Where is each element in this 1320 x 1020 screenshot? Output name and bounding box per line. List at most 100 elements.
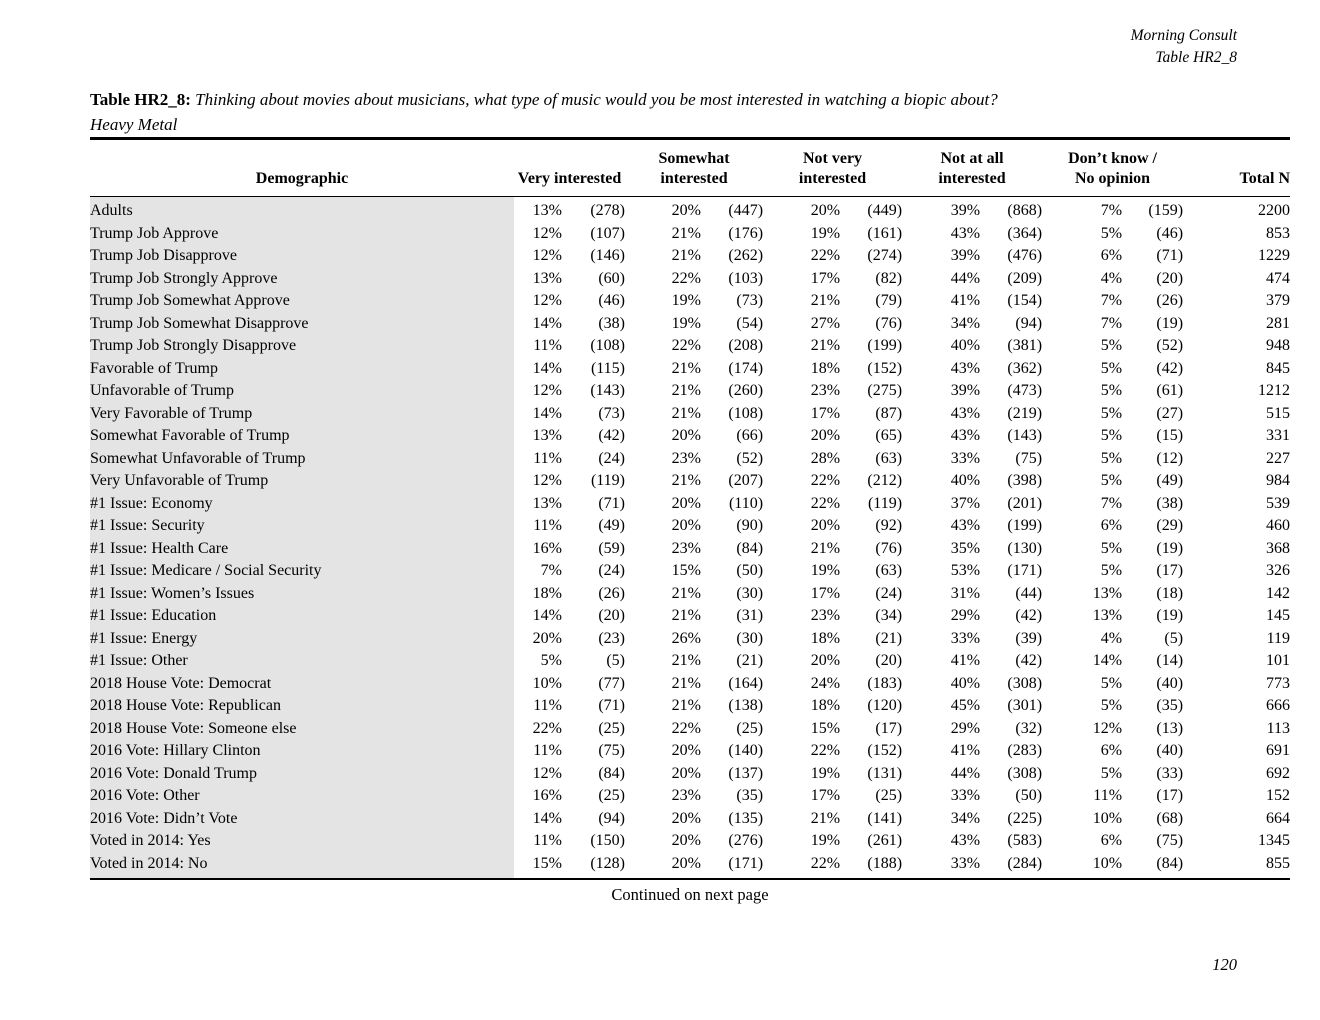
count-cell: (40) xyxy=(1156,674,1184,692)
percent-cell: 5% xyxy=(1100,224,1123,242)
table-header-row: Demographic Very interested Somewhat int… xyxy=(90,138,1291,197)
count-cell: (19) xyxy=(1156,539,1184,557)
count-cell: (275) xyxy=(867,382,903,399)
total-n-cell: 142 xyxy=(1266,584,1291,602)
count-cell: (174) xyxy=(728,359,764,377)
total-n-cell: 331 xyxy=(1266,427,1291,444)
total-n-cell: 101 xyxy=(1266,652,1291,669)
table-row: Adults 13% (278) 20% (447) 20% (449) 39% (868) 7%… xyxy=(90,196,1290,223)
count-cell: (176) xyxy=(728,224,764,242)
count-cell: (35) xyxy=(736,787,764,804)
percent-cell: 20% xyxy=(671,854,701,872)
percent-cell: 22% xyxy=(810,494,841,512)
count-cell: (5) xyxy=(606,652,625,669)
count-cell: (42) xyxy=(1156,359,1184,377)
percent-cell: 11% xyxy=(533,832,562,849)
running-header: Morning Consult Table HR2_8 xyxy=(1131,25,1237,69)
percent-cell: 44% xyxy=(950,269,981,287)
count-cell: (301) xyxy=(1007,697,1043,714)
percent-cell: 5% xyxy=(540,652,562,669)
percent-cell: 20% xyxy=(671,427,701,444)
table-row: 2018 House Vote: Someone else 22% (25) 22% (… xyxy=(90,717,1291,740)
table-row: Trump Job Strongly Disapprove 11% (108) 22%… xyxy=(90,335,1290,358)
percent-cell: 10% xyxy=(1092,854,1123,872)
percent-cell: 22% xyxy=(810,854,841,872)
table-title-label: Table HR2_8: xyxy=(90,90,191,109)
count-cell: (473) xyxy=(1007,382,1043,399)
percent-cell: 12% xyxy=(532,764,562,782)
count-cell: (94) xyxy=(598,809,625,827)
percent-cell: 13% xyxy=(532,202,562,219)
total-n-cell: 984 xyxy=(1266,472,1291,489)
percent-cell: 21% xyxy=(671,472,701,489)
count-cell: (199) xyxy=(867,337,903,354)
column-header-not-at-all-interested: Not at all interested xyxy=(902,138,1043,197)
count-cell: (20) xyxy=(1156,269,1184,287)
percent-cell: 5% xyxy=(1100,472,1123,489)
count-cell: (274) xyxy=(867,247,903,264)
total-n-cell: 326 xyxy=(1266,562,1291,579)
count-cell: (50) xyxy=(736,562,764,579)
count-cell: (141) xyxy=(867,809,903,827)
percent-cell: 5% xyxy=(1100,337,1123,354)
percent-cell: 21% xyxy=(671,674,701,692)
percent-cell: 45% xyxy=(950,697,981,714)
continued-note: Continued on next page xyxy=(611,885,769,904)
count-cell: (17) xyxy=(1156,787,1184,804)
percent-cell: 5% xyxy=(1100,764,1123,782)
percent-cell: 10% xyxy=(1092,809,1123,827)
percent-cell: 22% xyxy=(671,269,701,287)
percent-cell: 23% xyxy=(671,787,701,804)
total-n-cell: 515 xyxy=(1266,404,1291,422)
count-cell: (19) xyxy=(1156,314,1184,332)
count-cell: (76) xyxy=(875,539,903,557)
percent-cell: 16% xyxy=(532,787,562,804)
demographic-cell: Trump Job Disapprove xyxy=(90,245,514,268)
table-row: Somewhat Favorable of Trump 13% (42) 20% (66… xyxy=(90,425,1290,448)
count-cell: (119) xyxy=(590,472,625,489)
count-cell: (209) xyxy=(1007,269,1043,287)
count-cell: (159) xyxy=(1148,202,1184,219)
percent-cell: 4% xyxy=(1100,629,1123,647)
percent-cell: 43% xyxy=(950,404,981,422)
percent-cell: 13% xyxy=(532,494,562,512)
count-cell: (44) xyxy=(1015,584,1043,602)
table-row: Voted in 2014: No 15% (128) 20% (171) 22% (188… xyxy=(90,852,1290,879)
percent-cell: 16% xyxy=(532,539,562,557)
count-cell: (120) xyxy=(867,697,903,714)
percent-cell: 22% xyxy=(810,247,841,264)
table-title-subject: Heavy Metal xyxy=(90,115,178,134)
total-n-cell: 119 xyxy=(1266,629,1291,647)
percent-cell: 12% xyxy=(532,472,562,489)
count-cell: (17) xyxy=(875,719,903,737)
table-header: Demographic Very interested Somewhat int… xyxy=(90,138,1291,197)
demographic-cell: #1 Issue: Energy xyxy=(90,627,514,650)
count-cell: (27) xyxy=(1156,404,1184,422)
count-cell: (138) xyxy=(728,697,764,714)
count-cell: (115) xyxy=(590,359,625,377)
count-cell: (447) xyxy=(728,202,764,219)
percent-cell: 43% xyxy=(950,832,981,849)
count-cell: (276) xyxy=(728,832,764,849)
total-n-cell: 113 xyxy=(1266,719,1291,737)
page-number: 120 xyxy=(1212,955,1237,974)
table-area: Demographic Very interested Somewhat int… xyxy=(90,137,1291,905)
total-n-cell: 948 xyxy=(1266,337,1291,354)
count-cell: (35) xyxy=(1156,697,1184,714)
table-title-line1: Table HR2_8: Thinking about movies about… xyxy=(90,87,1295,112)
count-cell: (308) xyxy=(1007,764,1043,782)
total-n-cell: 666 xyxy=(1266,697,1291,714)
percent-cell: 15% xyxy=(810,719,841,737)
table-row: #1 Issue: Women’s Issues 18% (26) 21% (30) 17… xyxy=(90,582,1291,605)
column-header-not-very-interested: Not very interested xyxy=(763,138,903,197)
percent-cell: 20% xyxy=(671,517,701,534)
percent-cell: 17% xyxy=(810,787,841,804)
percent-cell: 5% xyxy=(1100,404,1123,422)
percent-cell: 40% xyxy=(950,674,981,692)
demographic-cell: Voted in 2014: Yes xyxy=(90,830,514,853)
table-row: #1 Issue: Economy 13% (71) 20% (110) 22% (119)… xyxy=(90,492,1290,515)
count-cell: (52) xyxy=(736,449,764,467)
percent-cell: 13% xyxy=(1092,607,1123,624)
count-cell: (71) xyxy=(1156,247,1184,264)
count-cell: (79) xyxy=(875,292,903,309)
